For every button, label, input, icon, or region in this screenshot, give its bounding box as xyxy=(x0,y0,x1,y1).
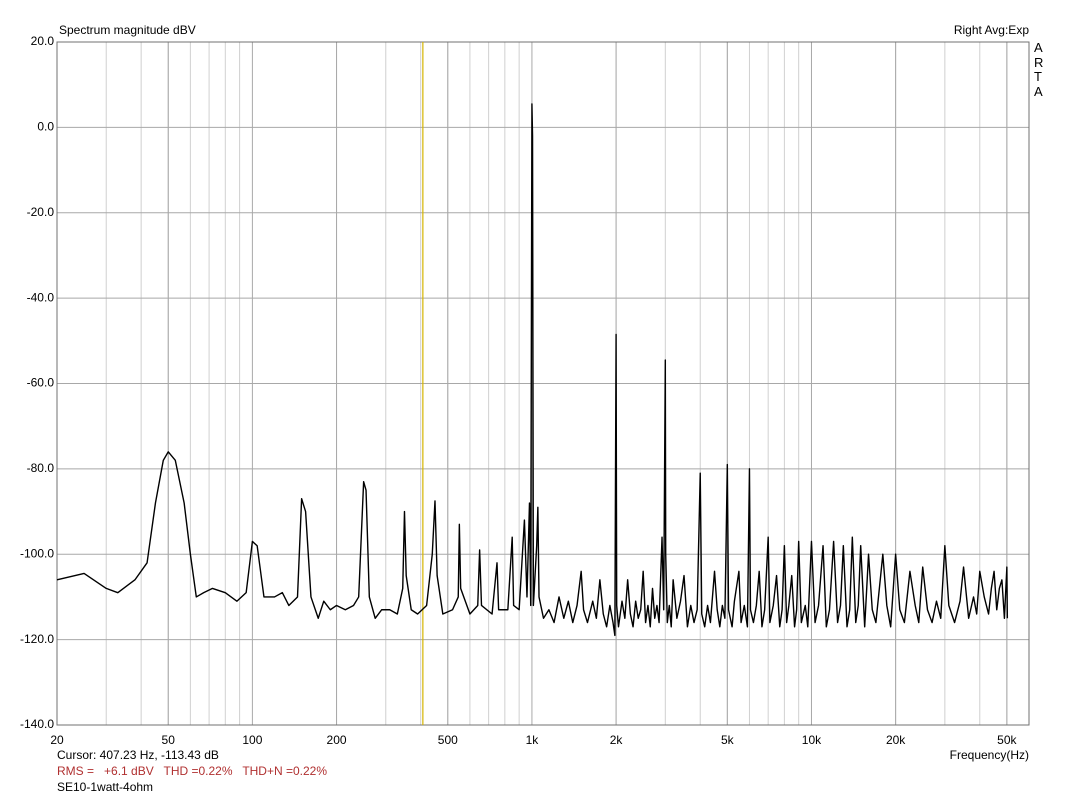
y-tick-label: 20.0 xyxy=(31,34,55,48)
x-tick-label: 200 xyxy=(327,733,347,747)
x-tick-label: 1k xyxy=(526,733,540,747)
y-tick-label: 0.0 xyxy=(37,120,54,134)
x-tick-label: 2k xyxy=(610,733,624,747)
x-tick-label: 50 xyxy=(162,733,176,747)
x-tick-label: 5k xyxy=(721,733,735,747)
x-tick-label: 50k xyxy=(997,733,1017,747)
plot-frame xyxy=(56,41,1030,726)
app-logo: ARTA xyxy=(1034,40,1044,99)
x-tick-label: 20 xyxy=(50,733,64,747)
y-tick-label: -60.0 xyxy=(27,376,55,390)
chart-title: Spectrum magnitude dBV xyxy=(59,23,196,37)
y-tick-label: -140.0 xyxy=(20,717,54,731)
measurement-readout: RMS = +6.1 dBV THD =0.22% THD+N =0.22% xyxy=(57,764,327,778)
y-tick-label: -100.0 xyxy=(20,546,54,560)
file-label: SE10-1watt-4ohm xyxy=(57,780,153,794)
grid xyxy=(56,41,1029,726)
x-tick-label: 20k xyxy=(886,733,906,747)
y-tick-label: -120.0 xyxy=(20,632,54,646)
y-tick-label: -20.0 xyxy=(27,205,55,219)
x-tick-label: 100 xyxy=(242,733,262,747)
x-tick-label: 10k xyxy=(802,733,822,747)
y-tick-label: -40.0 xyxy=(27,290,55,304)
y-tick-label: -80.0 xyxy=(27,461,55,475)
spectrum-line xyxy=(56,103,1009,637)
x-tick-label: 500 xyxy=(438,733,458,747)
x-axis-label: Frequency(Hz) xyxy=(950,748,1029,762)
cursor-readout: Cursor: 407.23 Hz, -113.43 dB xyxy=(57,748,219,762)
averaging-label: Right Avg:Exp xyxy=(954,23,1029,37)
